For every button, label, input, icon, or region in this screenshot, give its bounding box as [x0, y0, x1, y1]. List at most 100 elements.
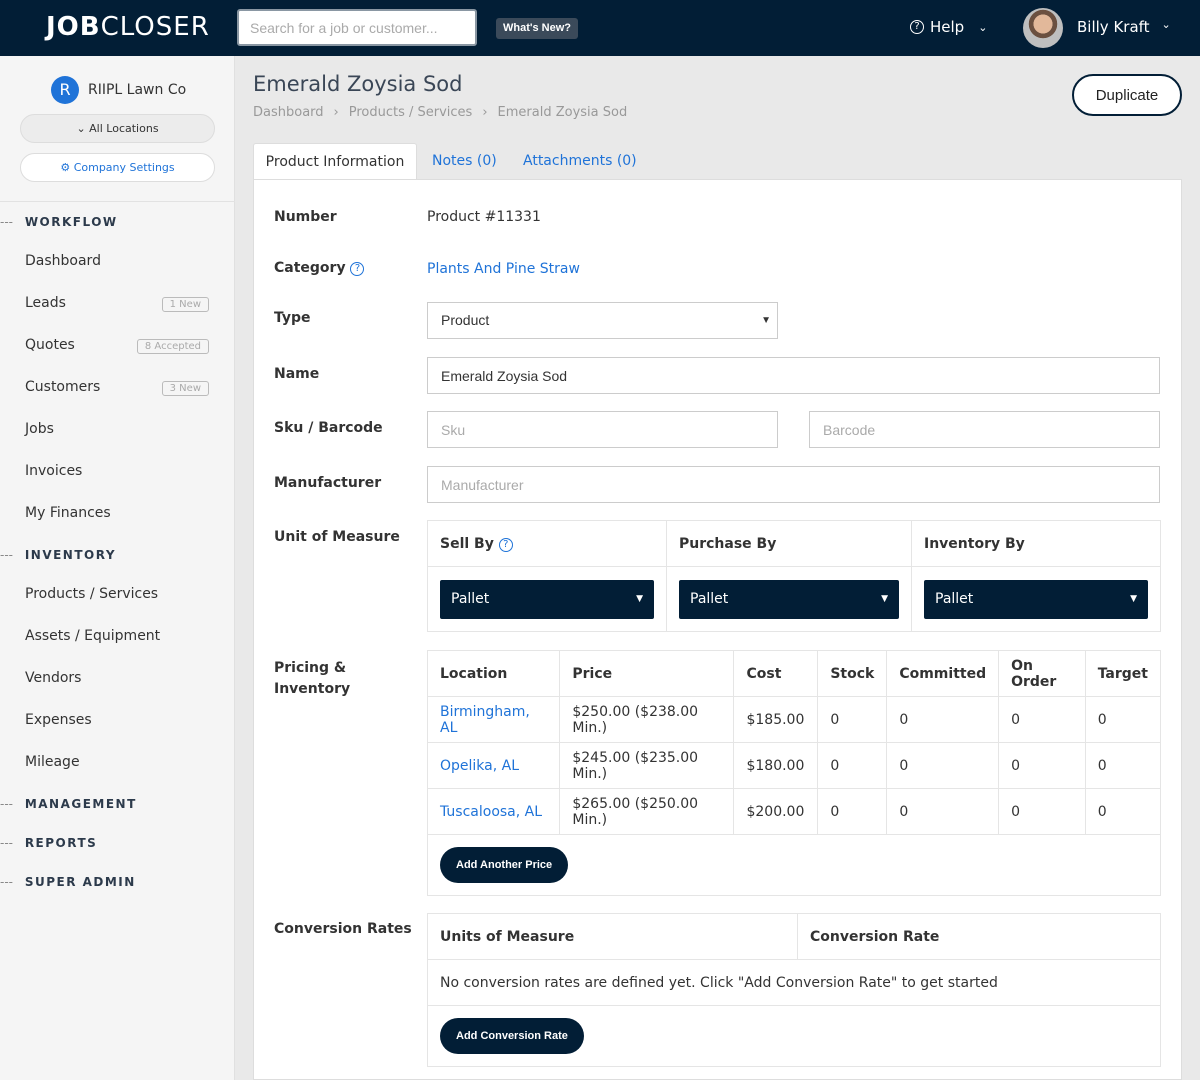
conversion-empty-message: No conversion rates are defined yet. Cli… [427, 959, 1161, 1006]
pricing-cell: $185.00 [733, 696, 819, 743]
user-name: Billy Kraft [1077, 18, 1150, 36]
sidebar-item-expenses[interactable]: Expenses [25, 712, 92, 728]
sidebar-item-invoices[interactable]: Invoices [25, 463, 83, 479]
units-of-measure-header: Units of Measure [427, 913, 798, 960]
tab-product-information[interactable]: Product Information [253, 143, 417, 180]
chevron-down-icon: ⌄ [978, 20, 988, 34]
locations-dropdown[interactable]: ⌄ All Locations [20, 114, 215, 143]
search-input[interactable] [237, 9, 477, 46]
tab-notes[interactable]: Notes (0) [432, 153, 497, 169]
page-title: Emerald Zoysia Sod [253, 72, 463, 96]
quotes-badge: 8 Accepted [136, 339, 209, 354]
sidebar-item-mileage[interactable]: Mileage [25, 754, 80, 770]
top-bar: JOBCLOSER What's New? ? Help ⌄ Billy Kraft… [0, 0, 1200, 56]
pricing-cell: 0 [998, 696, 1086, 743]
section-inventory[interactable]: INVENTORY [0, 548, 116, 562]
user-menu[interactable]: Billy Kraft ⌄ [1077, 18, 1171, 36]
pricing-header: Committed [886, 650, 1000, 697]
pricing-header: Price [559, 650, 735, 697]
tab-attachments[interactable]: Attachments (0) [523, 153, 637, 169]
pricing-cell: $180.00 [733, 742, 819, 789]
help-icon[interactable]: ? [498, 537, 513, 552]
divider [0, 201, 235, 202]
inventory-by-select[interactable]: Pallet ▼ [924, 579, 1148, 619]
inventory-by-header: Inventory By [911, 520, 1161, 567]
customers-badge: 3 New [161, 381, 209, 396]
uom-table: Sell By ? Purchase By Inventory By Pallet ▼… [427, 520, 1161, 632]
barcode-input[interactable] [809, 411, 1160, 448]
type-label: Type [274, 310, 311, 326]
product-number: Product #11331 [427, 209, 541, 225]
help-icon[interactable]: ? [350, 262, 365, 276]
pricing-cell: 0 [998, 788, 1086, 835]
chevron-down-icon: ⌄ [1161, 18, 1171, 31]
sell-by-select[interactable]: Pallet ▼ [440, 579, 654, 619]
pricing-table: Location Price Cost Stock Committed On Order T… [426, 650, 1162, 896]
sidebar: R RIIPL Lawn Co ⌄ All Locations ⚙ Company… [0, 56, 235, 1080]
sidebar-item-quotes[interactable]: Quotes [25, 337, 75, 353]
conversion-table: Units of Measure Conversion Rate No conve… [427, 913, 1161, 1067]
sidebar-item-my-finances[interactable]: My Finances [25, 505, 111, 521]
pricing-row: Tuscaloosa, AL $265.00 ($250.00 Min.) $200… [426, 788, 1162, 835]
pricing-cell: $265.00 ($250.00 Min.) [559, 788, 735, 835]
pricing-row: Birmingham, AL $250.00 ($238.00 Min.) $185… [426, 696, 1162, 743]
company-name: R RIIPL Lawn Co [51, 76, 186, 104]
product-form: Number Product #11331 Category ? Plants … [253, 179, 1182, 1080]
sidebar-item-products-services[interactable]: Products / Services [25, 586, 159, 602]
uom-label: Unit of Measure [274, 529, 400, 545]
sell-by-header: Sell By ? [427, 520, 667, 567]
pricing-cell: 0 [1084, 742, 1162, 789]
location-link[interactable]: Tuscaloosa, AL [426, 788, 561, 835]
sku-barcode-label: Sku / Barcode [274, 420, 383, 436]
sku-input[interactable] [427, 411, 778, 448]
pricing-cell: 0 [817, 742, 888, 789]
avatar[interactable] [1023, 8, 1063, 48]
category-link[interactable]: Plants And Pine Straw [427, 261, 580, 277]
location-link[interactable]: Opelika, AL [426, 742, 561, 789]
pricing-cell: 0 [886, 788, 1000, 835]
sidebar-item-dashboard[interactable]: Dashboard [25, 253, 101, 269]
logo[interactable]: JOBCLOSER [46, 12, 210, 42]
pricing-cell: $200.00 [733, 788, 819, 835]
name-input[interactable] [427, 357, 1160, 394]
conversion-rates-label: Conversion Rates [274, 921, 412, 937]
manufacturer-input[interactable] [427, 466, 1160, 503]
caret-down-icon: ▼ [761, 315, 771, 326]
caret-down-icon: ▼ [1130, 594, 1137, 604]
breadcrumb-products[interactable]: Products / Services [348, 105, 473, 120]
add-another-price-button[interactable]: Add Another Price [440, 847, 569, 883]
section-workflow[interactable]: WORKFLOW [0, 215, 118, 229]
breadcrumb-dashboard[interactable]: Dashboard [253, 105, 324, 120]
pricing-cell: 0 [817, 696, 888, 743]
section-super-admin[interactable]: SUPER ADMIN [0, 875, 136, 889]
whats-new-button[interactable]: What's New? [496, 18, 579, 39]
pricing-cell: 0 [1084, 788, 1162, 835]
location-link[interactable]: Birmingham, AL [426, 696, 561, 743]
company-settings-button[interactable]: ⚙ Company Settings [20, 153, 215, 182]
add-conversion-rate-button[interactable]: Add Conversion Rate [440, 1018, 584, 1054]
company-logo: R [51, 76, 79, 104]
type-select[interactable]: Product ▼ [427, 302, 778, 339]
category-label: Category ? [274, 260, 365, 276]
caret-down-icon: ▼ [636, 594, 643, 604]
pricing-cell: 0 [886, 696, 1000, 743]
section-reports[interactable]: REPORTS [0, 836, 97, 850]
chevron-right-icon: › [482, 105, 488, 120]
pricing-header: Location [426, 650, 561, 697]
sidebar-item-leads[interactable]: Leads [25, 295, 66, 311]
section-management[interactable]: MANAGEMENT [0, 797, 137, 811]
pricing-cell: 0 [1084, 696, 1162, 743]
breadcrumb: Dashboard › Products / Services › Emerald … [253, 105, 627, 120]
help-icon: ? [910, 20, 924, 34]
pricing-cell: $245.00 ($235.00 Min.) [559, 742, 735, 789]
purchase-by-select[interactable]: Pallet ▼ [679, 579, 899, 619]
sidebar-item-vendors[interactable]: Vendors [25, 670, 82, 686]
pricing-cell: 0 [817, 788, 888, 835]
sidebar-item-assets-equipment[interactable]: Assets / Equipment [25, 628, 161, 644]
duplicate-button[interactable]: Duplicate [1072, 74, 1182, 116]
sidebar-item-customers[interactable]: Customers [25, 379, 101, 395]
purchase-by-header: Purchase By [666, 520, 912, 567]
help-menu[interactable]: ? Help ⌄ [910, 18, 987, 36]
pricing-cell: 0 [886, 742, 1000, 789]
sidebar-item-jobs[interactable]: Jobs [25, 421, 54, 437]
